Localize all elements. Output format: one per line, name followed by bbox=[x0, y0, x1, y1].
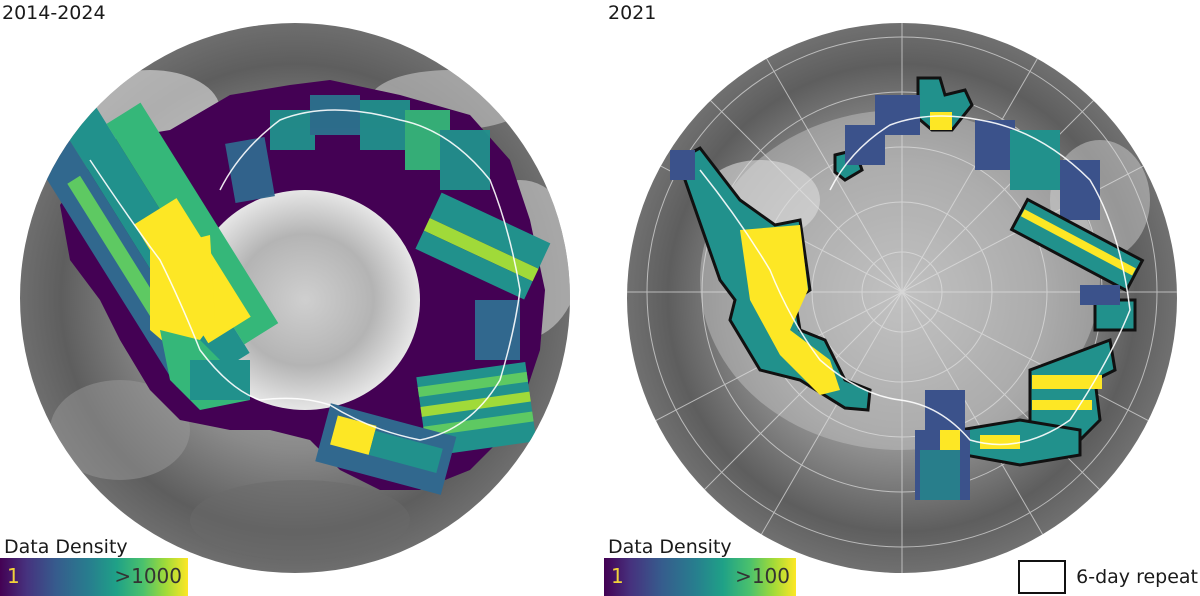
colorbar-legend: Data Density 1 >1000 bbox=[0, 536, 188, 596]
panel-2014-2024: 2014-2024 Data Density 1 >1000 bbox=[0, 2, 570, 596]
colorbar-min-label: 1 bbox=[611, 564, 624, 588]
colorbar-min-label: 1 bbox=[7, 564, 20, 588]
legend-title: Data Density bbox=[608, 536, 732, 558]
coastline bbox=[89, 109, 521, 441]
south-pole-gap bbox=[190, 190, 420, 410]
outline-swatch-icon bbox=[1018, 560, 1067, 594]
repeat-legend-label: 6-day repeat bbox=[1076, 566, 1198, 588]
panel-2021: 2021 Data Density 1 >100 6-day repeat bbox=[600, 0, 1200, 596]
six-day-repeat-legend: 6-day repeat bbox=[1018, 560, 1198, 594]
colorbar-max-label: >1000 bbox=[114, 564, 182, 588]
panel-title: 2014-2024 bbox=[2, 2, 106, 24]
legend-title: Data Density bbox=[4, 536, 128, 558]
colorbar-legend: Data Density 1 >100 bbox=[604, 536, 796, 596]
viridis-colorbar: 1 >1000 bbox=[0, 558, 188, 596]
colorbar-max-label: >100 bbox=[735, 564, 790, 588]
antarctic-density-map-2014-2024 bbox=[20, 23, 570, 573]
viridis-colorbar: 1 >100 bbox=[604, 558, 796, 596]
coastline bbox=[699, 115, 1131, 446]
antarctic-density-map-2021 bbox=[627, 23, 1177, 573]
panel-title: 2021 bbox=[608, 2, 657, 24]
